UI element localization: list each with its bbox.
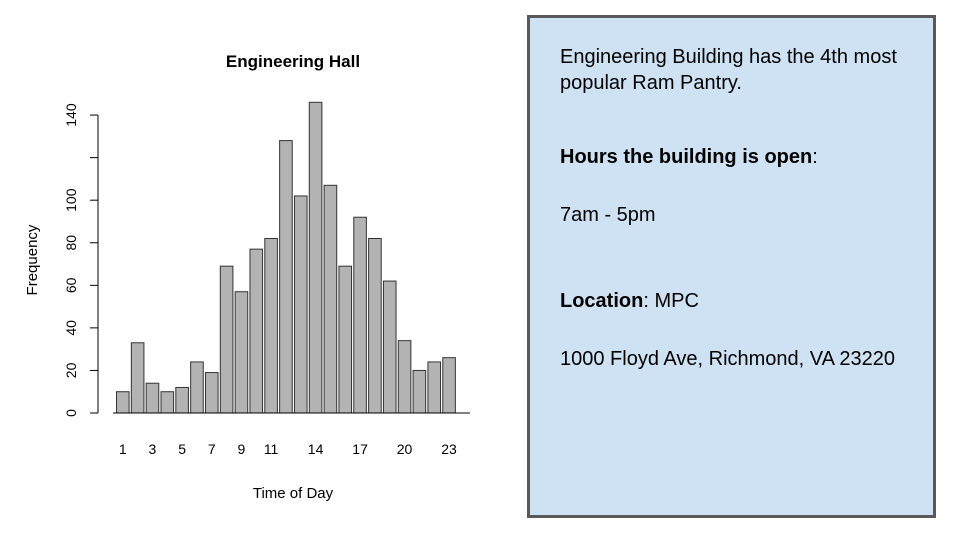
x-tick-label: 7 xyxy=(208,441,216,457)
y-axis: 0 20 40 60 80 100 140 xyxy=(63,103,99,417)
location-label: Location xyxy=(560,290,644,312)
x-tick-label: 20 xyxy=(397,441,413,457)
bar-hour-10 xyxy=(249,248,264,414)
bar-hour-9 xyxy=(234,291,249,414)
x-tick-label: 14 xyxy=(308,441,324,457)
y-tick-label: 80 xyxy=(63,235,79,251)
info-panel: Engineering Building has the 4th most po… xyxy=(527,15,936,518)
hours-heading: Hours the building is open: xyxy=(560,144,905,170)
bar-hour-7 xyxy=(204,372,219,414)
bar-hour-11 xyxy=(264,238,278,414)
bar-hour-12 xyxy=(279,140,293,414)
y-axis-label: Frequency xyxy=(24,224,41,295)
y-tick-label: 100 xyxy=(63,188,79,212)
bar-hour-8 xyxy=(219,265,234,414)
hours-value: 7am - 5pm xyxy=(560,204,656,226)
x-tick-label: 5 xyxy=(178,441,186,457)
bar-hour-19 xyxy=(382,280,397,414)
chart-title: Engineering Hall xyxy=(226,52,360,71)
bar-hour-16 xyxy=(338,265,353,414)
bar-hour-6 xyxy=(190,361,204,414)
bar-hour-13 xyxy=(293,195,308,414)
x-tick-label: 23 xyxy=(441,441,457,457)
x-tick-label: 1 xyxy=(119,441,127,457)
bar-hour-4 xyxy=(160,391,175,414)
bar-hour-15 xyxy=(323,184,338,414)
y-tick-label: 0 xyxy=(63,409,79,417)
bar-hour-5 xyxy=(175,386,189,414)
intro-text: Engineering Building has the 4th most po… xyxy=(560,46,897,94)
frequency-bar-chart: Engineering Hall 0 20 40 60 80 100 140 1 3 5 7 9 11… xyxy=(24,52,470,502)
y-tick-label: 20 xyxy=(63,362,79,378)
bar-hour-2 xyxy=(130,342,145,414)
address-text: 1000 Floyd Ave, Richmond, VA 23220 xyxy=(560,348,896,370)
x-tick-label: 9 xyxy=(238,441,246,457)
bar-hour-20 xyxy=(397,340,412,414)
x-axis: 1 3 5 7 9 11 14 17 20 23 xyxy=(119,441,457,457)
location-line: Location: MPC xyxy=(560,288,905,314)
bar-hour-18 xyxy=(368,238,382,414)
location-value: : MPC xyxy=(643,290,699,312)
y-tick-label: 40 xyxy=(63,320,79,336)
hours-heading-colon: : xyxy=(812,146,818,168)
x-tick-label: 3 xyxy=(149,441,157,457)
bar-hour-14 xyxy=(308,101,323,414)
bar-hour-23 xyxy=(442,357,456,414)
x-tick-label: 17 xyxy=(352,441,368,457)
y-tick-label: 140 xyxy=(63,103,79,127)
x-axis-label: Time of Day xyxy=(253,485,334,502)
x-tick-label: 11 xyxy=(264,441,279,457)
bar-hour-1 xyxy=(116,391,130,414)
bar-hour-22 xyxy=(427,361,442,414)
y-tick-label: 60 xyxy=(63,277,79,293)
bar-hour-21 xyxy=(412,369,427,414)
bars xyxy=(113,101,470,414)
bar-hour-17 xyxy=(353,216,367,414)
bar-hour-3 xyxy=(145,382,160,414)
hours-heading-label: Hours the building is open xyxy=(560,146,813,168)
